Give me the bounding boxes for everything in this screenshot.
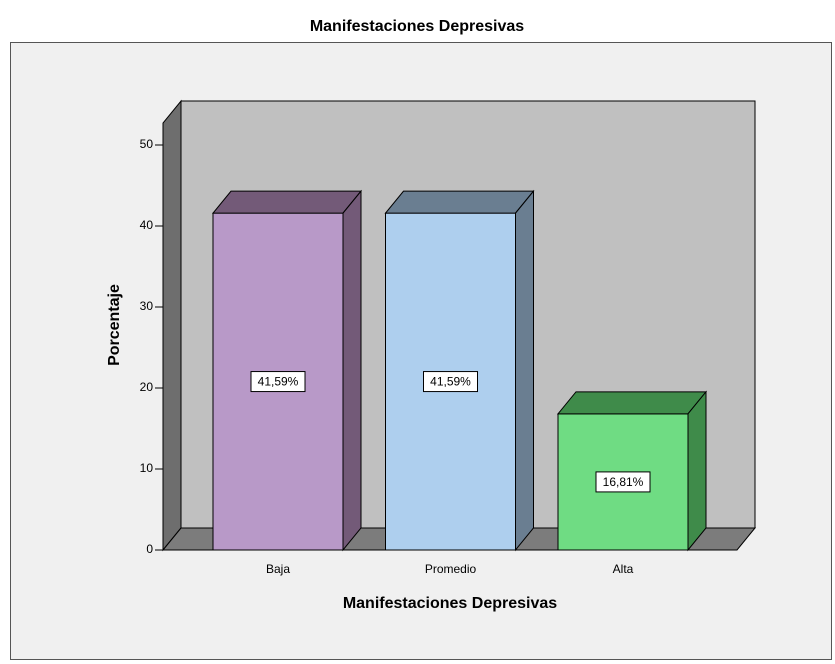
x-tick-label: Alta [613, 562, 634, 576]
bar-top [384, 190, 535, 214]
bar-side [342, 189, 362, 552]
bar-top [211, 190, 363, 214]
x-tick-label: Promedio [425, 562, 477, 576]
left-wall [162, 99, 182, 552]
value-label: 41,59% [258, 375, 299, 389]
value-label: 16,81% [603, 475, 644, 489]
bar-side [515, 189, 534, 552]
y-tick-label: 10 [140, 461, 154, 475]
bar-top [556, 391, 708, 415]
y-tick-label: 30 [140, 299, 154, 313]
y-tick-label: 0 [146, 542, 153, 556]
chart-title: Manifestaciones Depresivas [310, 18, 524, 35]
value-label-box [423, 371, 478, 393]
value-label: 41,59% [430, 375, 471, 389]
y-tick-label: 20 [140, 380, 154, 394]
y-tick-label: 40 [140, 218, 154, 232]
x-axis-label: Manifestaciones Depresivas [343, 595, 557, 612]
value-label-box [595, 471, 651, 493]
bar-side [687, 390, 707, 552]
y-tick-label: 50 [140, 137, 154, 151]
x-tick-label: Baja [266, 562, 290, 576]
value-label-box [250, 371, 306, 393]
y-axis-label: Porcentaje [106, 284, 123, 366]
